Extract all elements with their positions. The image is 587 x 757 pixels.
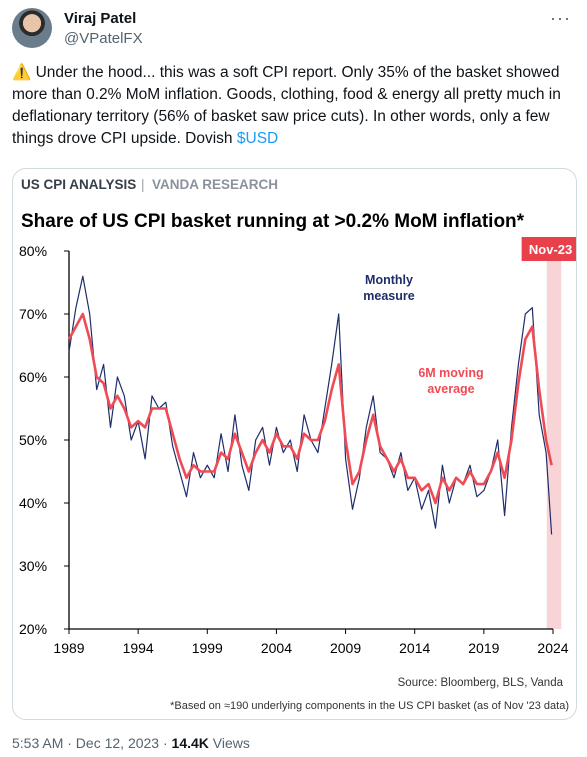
y-tick-label: 20% (19, 621, 47, 637)
annotation-monthly-2: measure (363, 289, 414, 303)
chart-footnote: *Based on ≈190 underlying components in … (170, 700, 569, 712)
chart-source: Source: Bloomberg, BLS, Vanda (398, 677, 564, 689)
y-tick-label: 70% (19, 306, 47, 322)
timestamp[interactable]: 5:53 AM · Dec 12, 2023 · (12, 735, 172, 751)
chart-image[interactable]: US CPI ANALYSIS | VANDA RESEARCH Share o… (12, 168, 577, 720)
chart-header-sep: | (141, 177, 145, 192)
views-label: Views (208, 735, 250, 751)
y-tick-label: 60% (19, 369, 47, 385)
author-handle[interactable]: @VPatelFX (64, 30, 143, 47)
cpi-chart: US CPI ANALYSIS | VANDA RESEARCH Share o… (19, 177, 576, 712)
tweet-body: ⚠️ Under the hood... this was a soft CPI… (12, 64, 561, 147)
x-tick-label: 1989 (53, 640, 84, 656)
y-tick-label: 50% (19, 432, 47, 448)
highlight-badge (521, 237, 576, 261)
annotation-ma-1: 6M moving (418, 366, 483, 380)
chart-header-right: VANDA RESEARCH (152, 177, 278, 192)
tweet-text: ⚠️ Under the hood... this was a soft CPI… (12, 62, 575, 150)
highlight-band (546, 245, 562, 629)
y-tick-label: 80% (19, 243, 47, 259)
more-horizontal-icon[interactable]: ··· (550, 8, 571, 28)
x-tick-label: 2009 (330, 640, 361, 656)
author-name[interactable]: Viraj Patel (64, 10, 137, 27)
view-count: 14.4K (171, 735, 209, 751)
annotation-monthly-1: Monthly (365, 273, 413, 287)
tweet-footer: 5:53 AM · Dec 12, 2023 · 14.4K Views (12, 735, 250, 751)
avatar[interactable] (12, 8, 52, 48)
x-tick-label: 2014 (399, 640, 430, 656)
x-tick-label: 2004 (261, 640, 292, 656)
series-line-monthly (68, 275, 553, 535)
series-line-ma (67, 312, 553, 505)
tweet-header: Viraj Patel @VPatelFX ··· (12, 8, 575, 48)
highlight-label: Nov-23 (529, 242, 572, 257)
x-tick-label: 1994 (123, 640, 154, 656)
chart-header-left: US CPI ANALYSIS (21, 177, 136, 192)
cashtag-link[interactable]: $USD (236, 130, 279, 147)
x-tick-label: 1999 (192, 640, 223, 656)
x-tick-label: 2024 (537, 640, 568, 656)
annotation-ma-2: average (427, 382, 474, 396)
plot-area: Nov-23 20% 30% 40% 50% 60% 70% 80% 1989 1994 1999 2… (19, 237, 576, 656)
y-tick-label: 40% (19, 495, 47, 511)
y-tick-label: 30% (19, 558, 47, 574)
x-tick-label: 2019 (468, 640, 499, 656)
chart-title: Share of US CPI basket running at >0.2% … (21, 211, 525, 232)
